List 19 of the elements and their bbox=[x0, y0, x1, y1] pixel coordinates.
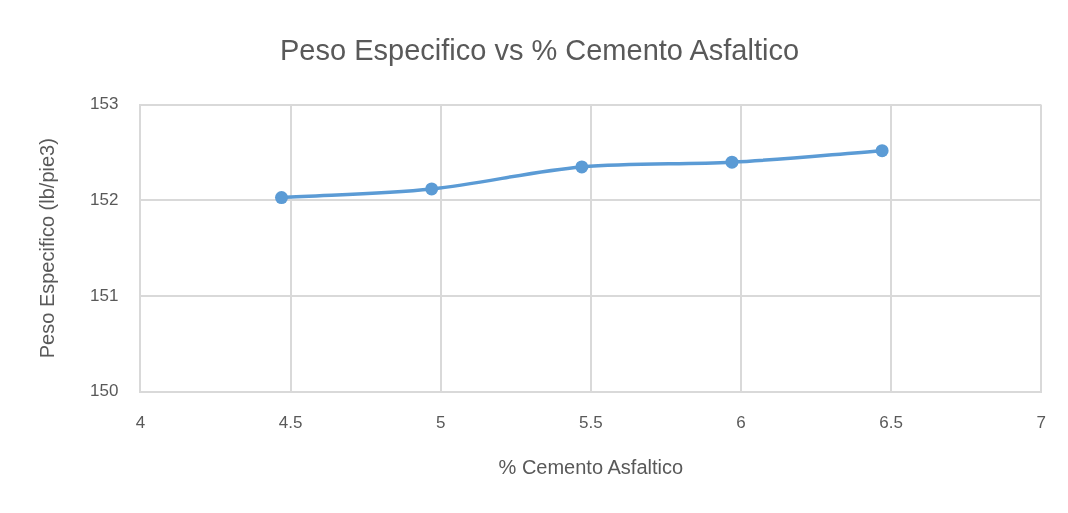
y-tick-label: 152 bbox=[89, 190, 119, 210]
chart-title: Peso Especifico vs % Cemento Asfaltico bbox=[279, 34, 800, 67]
y-tick-label: 153 bbox=[89, 94, 119, 114]
point bbox=[575, 160, 589, 174]
x-tick-label: 5.5 bbox=[579, 413, 603, 433]
point bbox=[725, 155, 739, 169]
x-tick-label: 4 bbox=[135, 413, 146, 433]
x-tick-label: 7 bbox=[1036, 413, 1047, 433]
point bbox=[425, 182, 439, 196]
point bbox=[275, 191, 289, 205]
x-tick-label: 5 bbox=[435, 413, 446, 433]
y-axis-title: Peso Especifico (lb/pie3) bbox=[35, 138, 58, 359]
x-tick-label: 6.5 bbox=[879, 413, 903, 433]
x-axis-title: % Cemento Asfaltico bbox=[498, 455, 684, 478]
y-tick-label: 150 bbox=[89, 381, 119, 401]
y-tick-label: 151 bbox=[89, 285, 119, 305]
x-tick-label: 6 bbox=[736, 413, 746, 433]
x-tick-label: 4.5 bbox=[278, 413, 303, 433]
point bbox=[875, 144, 889, 158]
